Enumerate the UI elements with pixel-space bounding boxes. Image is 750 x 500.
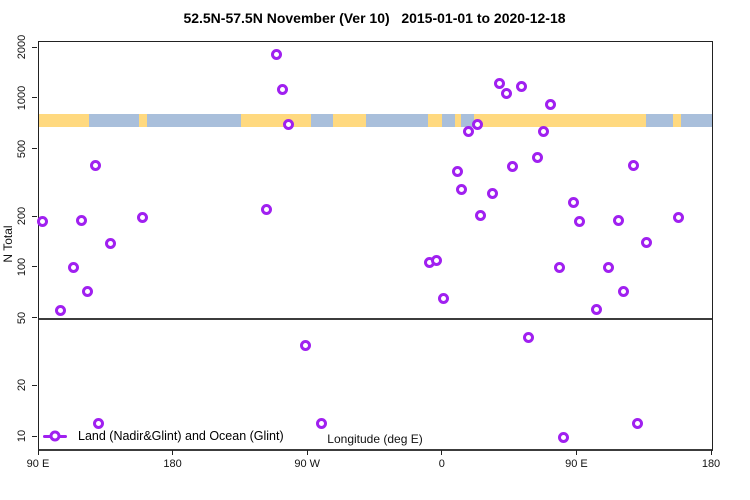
data-point bbox=[276, 84, 288, 96]
x-tick-mark bbox=[37, 450, 39, 455]
ocean-segment bbox=[646, 114, 674, 127]
data-point bbox=[270, 49, 282, 61]
data-point bbox=[627, 159, 639, 171]
x-tick-mark bbox=[441, 450, 443, 455]
data-point bbox=[438, 292, 450, 304]
data-point bbox=[573, 216, 585, 228]
data-point bbox=[523, 331, 535, 343]
data-point bbox=[456, 184, 468, 196]
data-point bbox=[531, 152, 543, 164]
data-point bbox=[486, 187, 498, 199]
data-point bbox=[104, 238, 116, 250]
data-point bbox=[81, 285, 93, 297]
chart-title: 52.5N-57.5N November (Ver 10) 2015-01-01… bbox=[183, 10, 566, 26]
data-point bbox=[501, 88, 513, 100]
data-point bbox=[76, 214, 88, 226]
x-tick-mark bbox=[710, 450, 712, 455]
land-segment bbox=[427, 114, 443, 127]
data-point bbox=[553, 261, 565, 273]
data-point bbox=[618, 285, 630, 297]
y-tick-label: 1000 bbox=[16, 85, 28, 111]
legend: Land (Nadir&Glint) and Ocean (Glint) bbox=[43, 429, 284, 443]
land-segment bbox=[139, 114, 147, 127]
data-point bbox=[591, 303, 603, 315]
data-point bbox=[68, 261, 80, 273]
x-tick-label: 90 E bbox=[26, 458, 50, 470]
land-ocean-map-strip bbox=[39, 114, 712, 127]
plot-area: Land (Nadir&Glint) and Ocean (Glint) bbox=[36, 41, 713, 451]
y-tick-label: 200 bbox=[16, 206, 28, 226]
data-point bbox=[316, 418, 328, 430]
reference-line-50 bbox=[39, 318, 712, 320]
x-axis-title: Longitude (deg E) bbox=[327, 432, 423, 446]
data-point bbox=[603, 262, 615, 274]
y-tick-label: 500 bbox=[16, 139, 28, 158]
ocean-segment bbox=[311, 114, 333, 127]
data-point bbox=[463, 125, 475, 137]
data-point bbox=[451, 166, 463, 178]
x-tick-mark bbox=[172, 450, 174, 455]
y-tick-label: 2000 bbox=[16, 34, 28, 60]
data-point bbox=[93, 418, 105, 430]
y-tick-mark bbox=[32, 215, 37, 217]
ocean-segment bbox=[146, 114, 241, 127]
y-tick-mark bbox=[32, 46, 37, 48]
data-point bbox=[506, 160, 518, 172]
y-tick-label: 100 bbox=[16, 257, 28, 277]
data-point bbox=[36, 216, 48, 228]
data-point bbox=[475, 210, 487, 222]
x-tick-label: 90 W bbox=[294, 458, 321, 470]
legend-label: Land (Nadir&Glint) and Ocean (Glint) bbox=[78, 429, 284, 443]
data-point bbox=[544, 98, 556, 110]
data-point bbox=[137, 211, 149, 223]
ocean-segment bbox=[681, 114, 712, 127]
data-point bbox=[55, 305, 67, 317]
data-point bbox=[261, 203, 273, 215]
legend-marker-line bbox=[43, 430, 67, 442]
data-point bbox=[471, 118, 483, 130]
data-point bbox=[515, 80, 527, 92]
data-point bbox=[567, 196, 579, 208]
data-point bbox=[300, 339, 312, 351]
data-point bbox=[641, 236, 653, 248]
y-tick-mark bbox=[32, 266, 37, 268]
y-tick-mark bbox=[32, 435, 37, 437]
x-tick-label: 90 E bbox=[565, 458, 588, 470]
y-tick-label: 50 bbox=[16, 311, 28, 324]
x-tick-mark bbox=[575, 450, 577, 455]
legend-marker-circle bbox=[49, 430, 61, 442]
x-tick-mark bbox=[306, 450, 308, 455]
land-segment bbox=[673, 114, 682, 127]
y-tick-mark bbox=[32, 148, 37, 150]
x-tick-label: 0 bbox=[438, 458, 445, 470]
x-tick-label: 180 bbox=[163, 458, 182, 470]
data-point bbox=[557, 431, 569, 443]
data-point bbox=[493, 77, 505, 89]
data-point bbox=[673, 211, 685, 223]
data-point bbox=[613, 214, 625, 226]
data-point bbox=[632, 418, 644, 430]
y-tick-label: 20 bbox=[16, 378, 28, 392]
ocean-segment bbox=[365, 114, 475, 127]
y-tick-mark bbox=[32, 317, 37, 319]
y-axis-title: N Total bbox=[1, 225, 15, 263]
y-tick-mark bbox=[32, 384, 37, 386]
data-point bbox=[431, 254, 443, 266]
data-point bbox=[282, 118, 294, 130]
land-segment bbox=[454, 114, 461, 127]
x-tick-label: 180 bbox=[701, 458, 721, 470]
ocean-segment bbox=[89, 114, 140, 127]
data-point bbox=[537, 125, 549, 137]
data-point bbox=[90, 159, 102, 171]
y-tick-mark bbox=[32, 97, 37, 99]
